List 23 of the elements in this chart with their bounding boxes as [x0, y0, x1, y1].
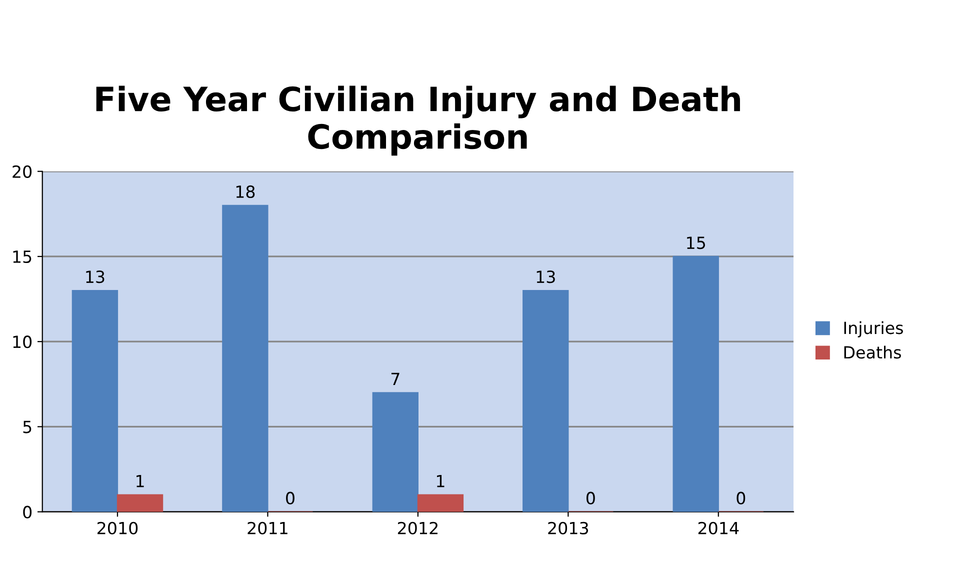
x-tick-label: 2011: [248, 522, 288, 534]
data-label: 1: [136, 474, 144, 488]
y-tick-label: 0: [23, 506, 32, 518]
data-label: 13: [86, 270, 104, 284]
data-label: 13: [536, 270, 555, 284]
data-label: 0: [286, 492, 294, 504]
data-label: 7: [391, 372, 400, 386]
x-tick-label: 2012: [398, 522, 438, 534]
y-tick-label: 15: [13, 250, 32, 264]
x-tick-label: 2013: [548, 522, 588, 534]
chart-title: Five Year Civilian Injury and Death Comparison: [96, 86, 740, 156]
y-tick-label: 20: [12, 165, 32, 178]
x-tick-label: 2014: [698, 522, 739, 534]
legend-label: Injuries: [844, 321, 903, 338]
y-tick-label: 10: [13, 336, 32, 348]
x-tick-label: 2010: [98, 522, 138, 534]
data-label: 0: [736, 492, 746, 504]
data-label: 18: [236, 185, 255, 198]
data-label: 0: [586, 492, 595, 504]
data-label: 15: [687, 236, 706, 250]
legend-label: Deaths: [844, 346, 901, 359]
y-tick-label: 5: [23, 420, 32, 434]
data-label: 1: [437, 474, 444, 488]
